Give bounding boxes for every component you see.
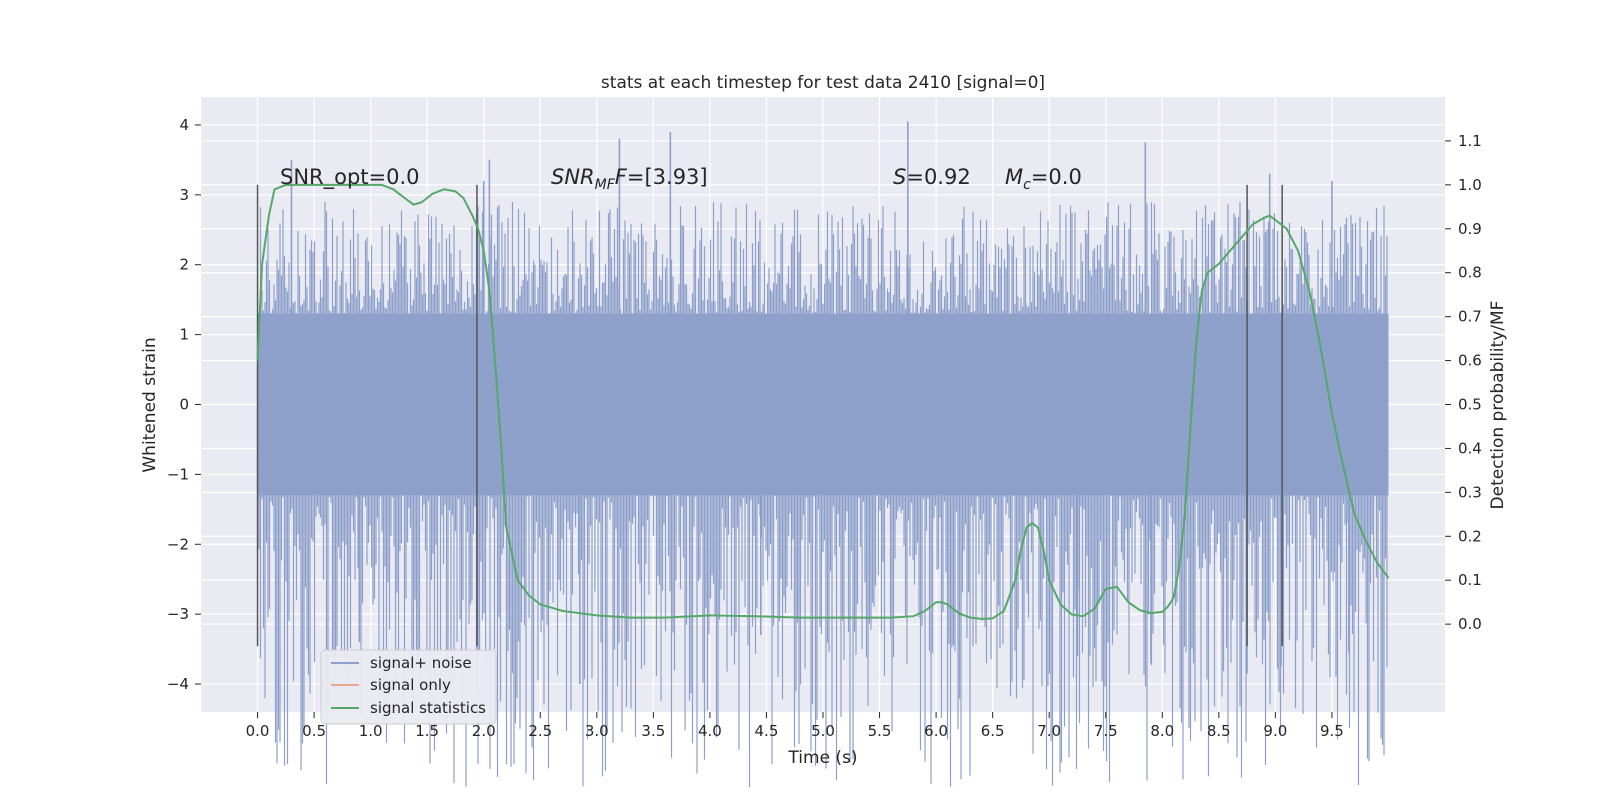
y-tick-label: 2 (179, 256, 189, 274)
y-tick-label: −4 (167, 675, 189, 693)
x-tick-label: 8.0 (1150, 722, 1174, 740)
y2-tick-label: 0.4 (1458, 439, 1482, 457)
x-tick-label: 3.5 (641, 722, 665, 740)
x-tick-label: 2.5 (528, 722, 552, 740)
x-tick-label: 8.5 (1207, 722, 1231, 740)
y2-tick-label: 0.3 (1458, 483, 1482, 501)
x-tick-label: 6.5 (981, 722, 1005, 740)
series-signal-statistics (256, 183, 1390, 620)
y-axis-label: Whitened strain (140, 337, 160, 472)
x-tick-label: 2.0 (472, 722, 496, 740)
y-tick-label: 0 (179, 396, 189, 414)
x-tick-label: 1.0 (359, 722, 383, 740)
y2-tick-label: 0.5 (1458, 396, 1482, 414)
x-tick-label: 4.0 (698, 722, 722, 740)
legend-label-signal-only: signal only (370, 676, 451, 694)
y2-tick-label: 1.1 (1458, 132, 1482, 150)
x-tick-label: 4.5 (755, 722, 779, 740)
annotation-snr-opt: SNR_opt=0.0 (280, 165, 420, 190)
x-tick-label: 7.0 (1037, 722, 1061, 740)
x-axis-ticks: 0.0 0.5 1.0 1.5 2.0 2.5 3.0 3.5 4.0 4.5 5.0 5.5 6.0 6… (246, 712, 1344, 740)
y2-tick-label: 0.6 (1458, 352, 1482, 370)
y-axis-ticks: 4 3 2 1 0 −1 −2 −3 −4 (167, 116, 201, 693)
y-tick-label: −1 (167, 465, 189, 483)
y2-tick-label: 1.0 (1458, 176, 1482, 194)
legend-label-signal-noise: signal+ noise (370, 654, 472, 672)
y2-tick-label: 0.7 (1458, 308, 1482, 326)
legend-box (320, 649, 497, 725)
legend-label-signal-statistics: signal statistics (370, 699, 486, 717)
x-tick-label: 6.0 (924, 722, 948, 740)
y2-tick-label: 0.0 (1458, 615, 1482, 633)
x-tick-label: 0.5 (302, 722, 326, 740)
y2-tick-label: 0.8 (1458, 264, 1482, 282)
x-tick-label: 5.5 (868, 722, 892, 740)
y2-axis-label: Detection probability/MF (1488, 301, 1508, 510)
vertical-markers (256, 184, 1283, 647)
y-tick-label: −2 (167, 535, 189, 553)
y2-tick-label: 0.1 (1458, 571, 1482, 589)
y-tick-label: 3 (179, 186, 189, 204)
x-tick-label: 0.0 (246, 722, 270, 740)
annotation-mc: Mc=0.0 (1005, 165, 1082, 193)
y-tick-label: 4 (179, 116, 189, 134)
y-tick-label: 1 (179, 326, 189, 344)
annotation-s: S=0.92 (893, 165, 971, 189)
x-tick-label: 3.0 (585, 722, 609, 740)
annotation-snr-mf: SNRMFF=[3.93] (551, 165, 708, 193)
chart-title: stats at each timestep for test data 241… (601, 73, 1045, 93)
x-tick-label: 1.5 (415, 722, 439, 740)
y2-axis-ticks: 1.1 1.0 0.9 0.8 0.7 0.6 0.5 0.4 0.3 0.2 0.1 0.0 (1445, 132, 1482, 633)
y2-tick-label: 0.2 (1458, 527, 1482, 545)
signal-statistics-line (256, 183, 1390, 620)
y2-tick-label: 0.9 (1458, 220, 1482, 238)
x-tick-label: 9.5 (1320, 722, 1344, 740)
x-axis-label: Time (s) (787, 748, 857, 768)
legend: signal+ noise signal only signal statist… (320, 649, 497, 725)
series-signal-noise (256, 121, 1389, 788)
x-tick-label: 7.5 (1094, 722, 1118, 740)
x-tick-label: 9.0 (1263, 722, 1287, 740)
y-tick-label: −3 (167, 605, 189, 623)
x-tick-label: 5.0 (811, 722, 835, 740)
